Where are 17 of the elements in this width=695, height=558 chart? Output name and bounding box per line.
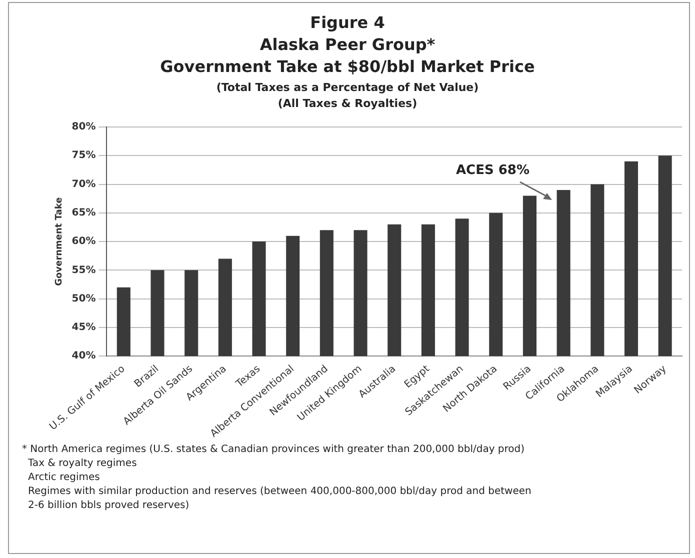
text: Arctic regimes: [27, 471, 101, 485]
text: * North America regimes (U.S. states & Canadian provinces with greater than 200,000 bbl/day prod): [22, 443, 526, 457]
y-tick-label: 80%: [72, 122, 96, 133]
chart-title: Figure 4 Alaska Peer Group* Government Take at $80/bbl Market Price: [159, 12, 536, 78]
annotation: ACES 68%: [456, 163, 530, 178]
y-tick-label: 65%: [72, 208, 96, 218]
text: Regimes with similar production and reserves (between 400,000-800,000 bbl/day prod and between 2-6 billion bbls proved reserves): [27, 485, 532, 513]
y-tick-label: 50%: [72, 293, 96, 304]
y-tick-label: 60%: [72, 236, 96, 248]
y-tick-label: 40%: [72, 350, 96, 362]
y-tick-label: 70%: [72, 178, 96, 190]
chart-subtitle: (Total Taxes as a Percentage of Net Value) (All Taxes & Royalties): [215, 80, 480, 112]
y-tick-label: 55%: [72, 264, 96, 276]
y-tick-label: 75%: [72, 150, 96, 162]
y-tick-label: 45%: [72, 322, 96, 334]
text: Tax & royalty regimes: [27, 457, 138, 471]
y-axis-title: Government Take: [54, 197, 65, 286]
